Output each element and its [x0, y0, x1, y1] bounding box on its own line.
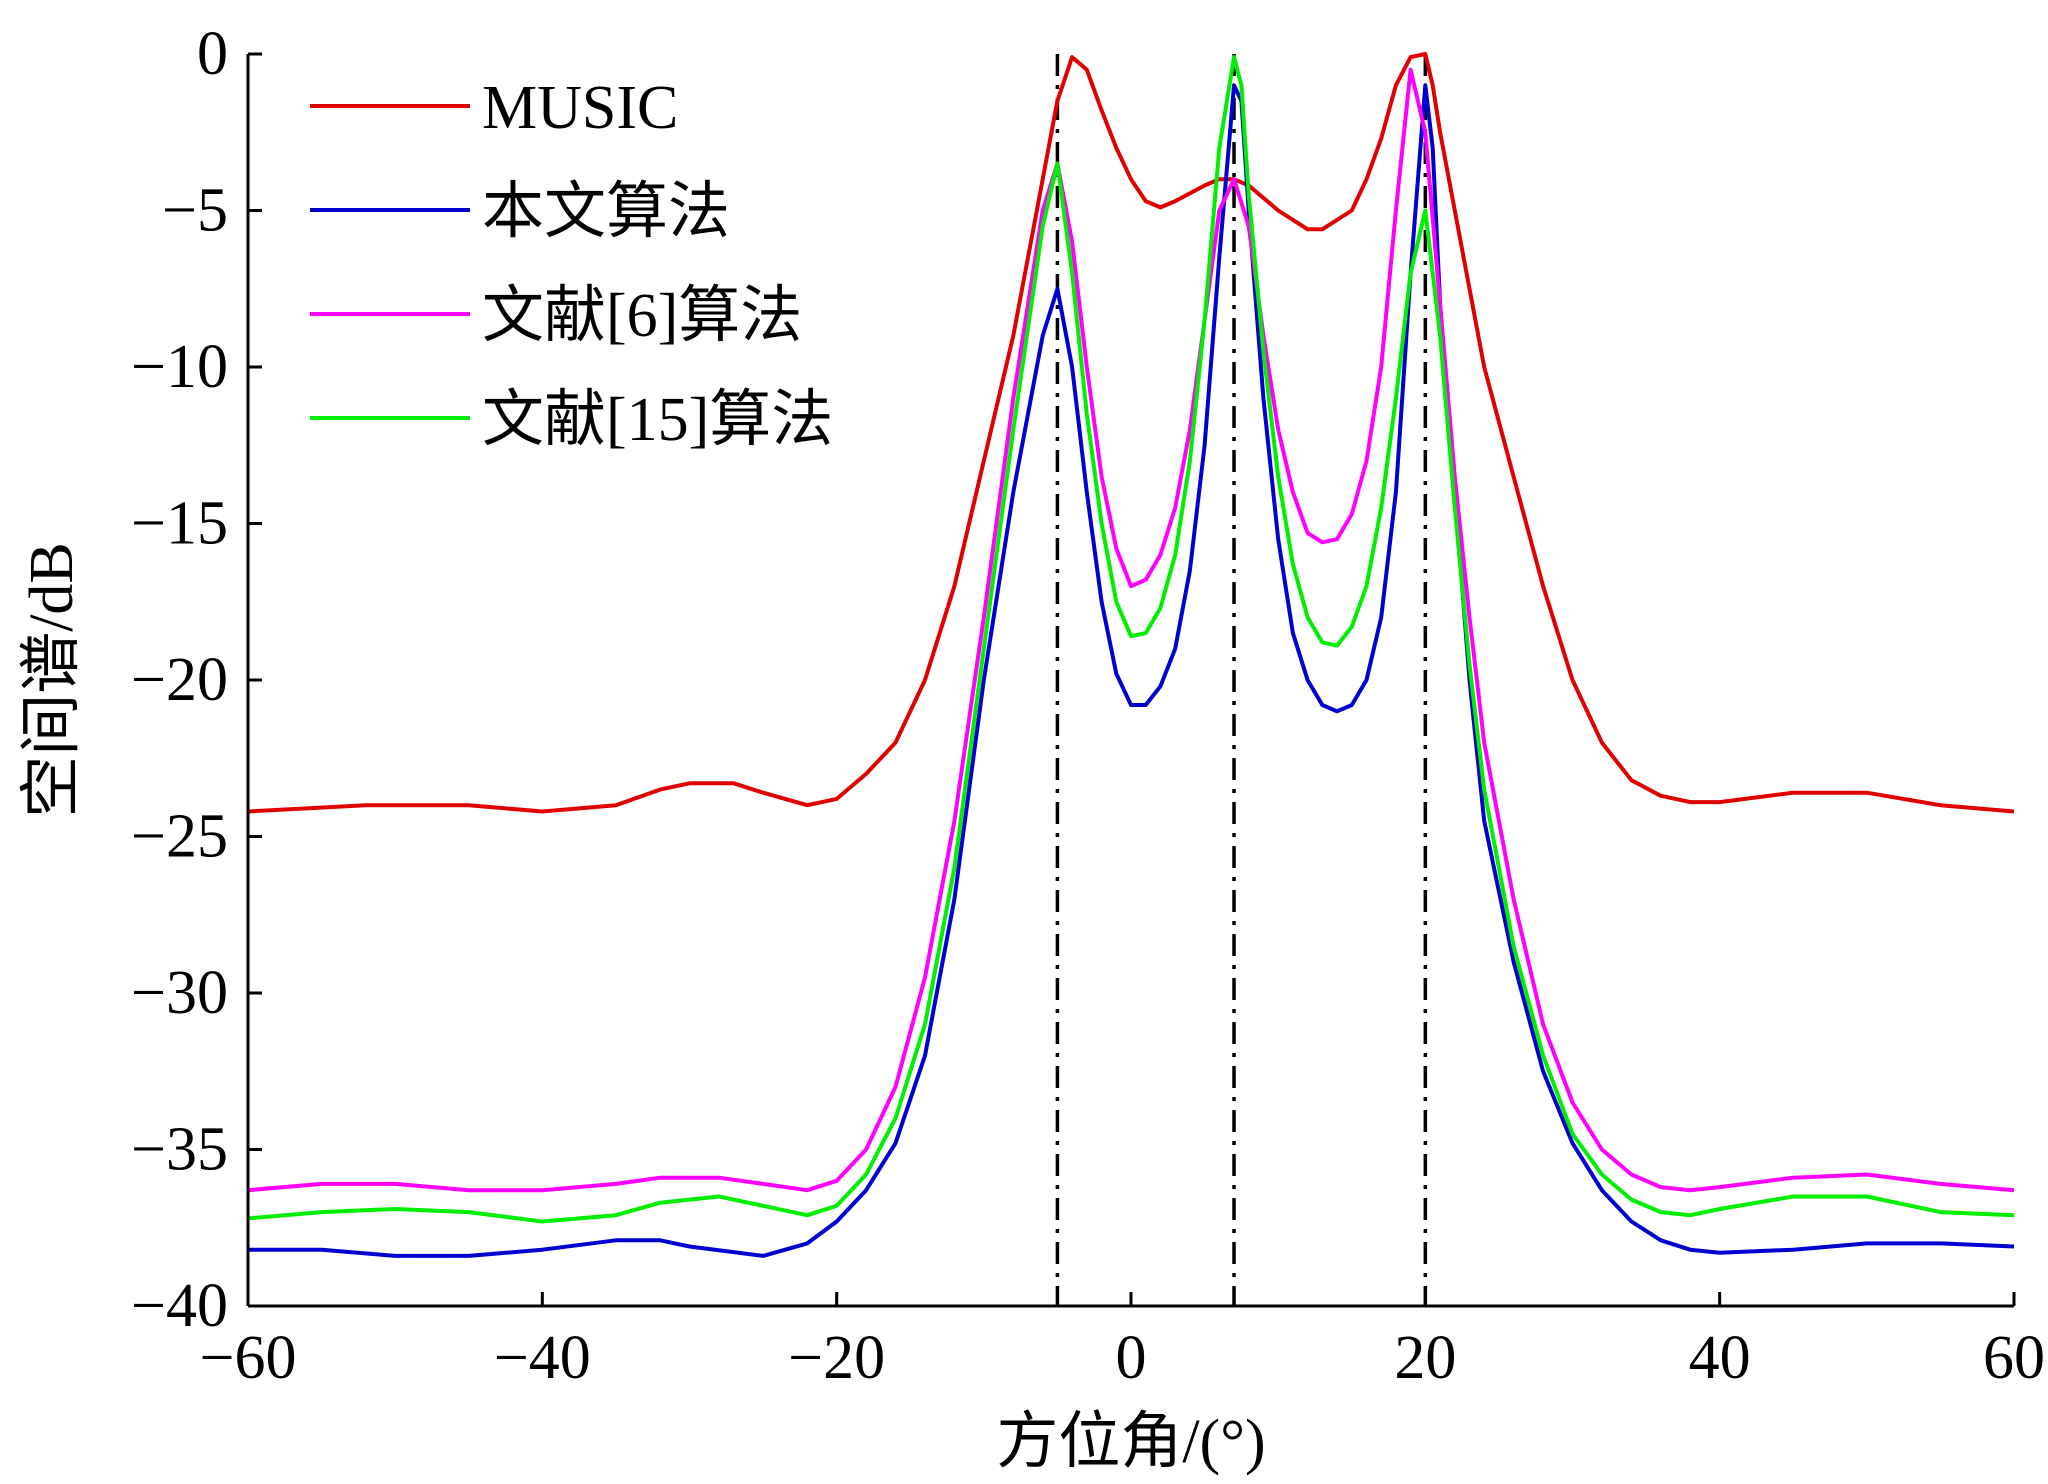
- y-tick-label: 0: [197, 20, 228, 88]
- series-line-2: [247, 67, 2015, 1193]
- legend-label: 文献[15]算法: [482, 386, 833, 454]
- legend-label: 本文算法: [482, 178, 730, 246]
- x-tick-label: 60: [1983, 1324, 2045, 1392]
- legend-label: MUSIC: [482, 74, 678, 142]
- x-axis-title: 方位角/(°): [996, 1408, 1265, 1476]
- x-tick-label: 0: [1116, 1324, 1147, 1392]
- x-tick-label: −20: [788, 1324, 885, 1392]
- y-tick-label: −5: [162, 177, 228, 245]
- y-tick-label: −30: [131, 959, 228, 1027]
- y-tick-label: −20: [131, 646, 228, 714]
- series-line-0: [247, 52, 2015, 814]
- ticks: −60 −40 −20 0 20 40 600−5−10−15−20−25−30−35−40: [131, 20, 2045, 1392]
- y-tick-label: −40: [131, 1272, 228, 1340]
- x-tick-label: −60: [200, 1324, 297, 1392]
- y-tick-label: −25: [131, 803, 228, 871]
- y-axis-title: 空间谱/dB: [18, 542, 86, 818]
- y-tick-label: −10: [131, 333, 228, 401]
- x-tick-label: −40: [494, 1324, 591, 1392]
- series-line-1: [248, 83, 2015, 1258]
- reference-lines: [1055, 54, 1428, 1306]
- legend-label: 文献[6]算法: [482, 282, 802, 350]
- y-tick-label: −15: [131, 490, 228, 558]
- series-layer: [247, 52, 2015, 1258]
- y-tick-label: −35: [131, 1116, 228, 1184]
- x-tick-label: 40: [1689, 1324, 1751, 1392]
- series-line-3: [247, 55, 2015, 1224]
- x-tick-label: 20: [1394, 1324, 1456, 1392]
